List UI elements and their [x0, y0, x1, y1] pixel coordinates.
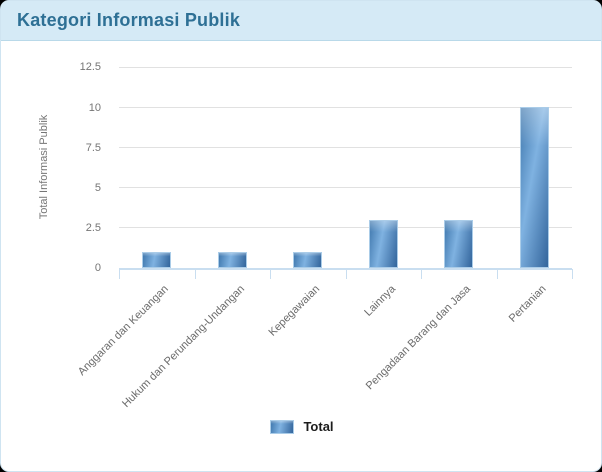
bar[interactable] [293, 252, 323, 268]
x-axis-tick [345, 269, 347, 279]
page-title: Kategori Informasi Publik [17, 10, 241, 30]
bar[interactable] [142, 252, 172, 268]
y-tick-label: 7.5 [85, 141, 101, 154]
legend-item-total[interactable]: Total [270, 419, 334, 434]
chart-header: Kategori Informasi Publik [1, 1, 601, 41]
x-axis-label: Pertanian [506, 283, 549, 325]
x-axis-tick [572, 269, 573, 279]
gridline [119, 147, 572, 149]
bar[interactable] [217, 252, 247, 268]
y-tick-label: 5 [94, 181, 101, 194]
legend: Total [1, 419, 601, 434]
y-tick-label: 12.5 [79, 61, 101, 74]
x-axis-tick [421, 269, 422, 279]
x-axis-tick [119, 269, 120, 279]
legend-label: Total [303, 419, 334, 434]
legend-swatch [270, 419, 295, 434]
bar[interactable] [444, 220, 474, 268]
x-axis-tick [496, 269, 498, 279]
bar[interactable] [519, 107, 549, 268]
x-axis-tick [270, 269, 271, 279]
gridline [119, 227, 572, 229]
x-axis-label: Lainnya [361, 283, 398, 319]
gridline [119, 107, 572, 108]
y-tick-label: 0 [94, 262, 101, 274]
x-axis-label: Hukum dan Perundang-Undangan [119, 283, 247, 410]
bar[interactable] [368, 220, 398, 268]
y-tick-label: 2.5 [85, 221, 101, 234]
y-axis-title: Total Informasi Publik [38, 114, 50, 220]
x-axis-label: Kepegawaian [266, 283, 323, 339]
gridline [119, 66, 572, 68]
y-tick-label: 10 [88, 101, 101, 114]
x-axis-tick [194, 269, 196, 279]
gridline [119, 187, 572, 189]
